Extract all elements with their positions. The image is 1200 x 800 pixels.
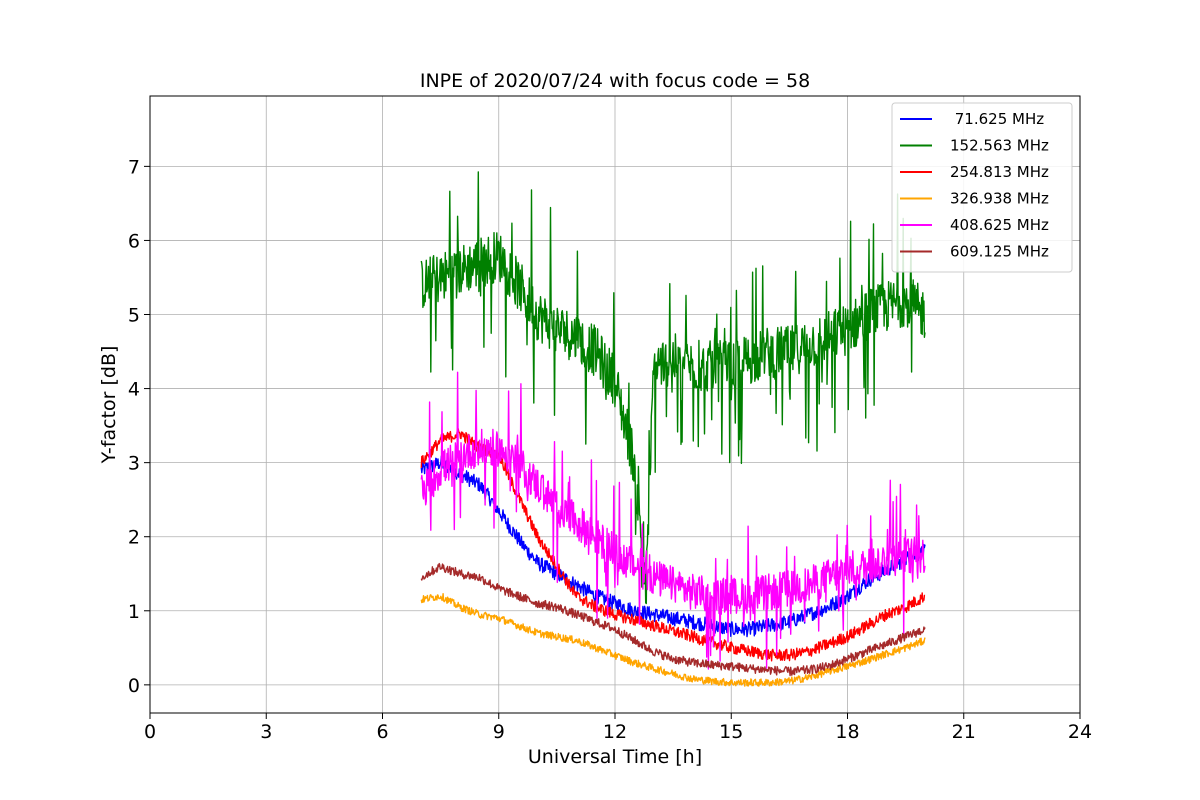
x-tick-label: 0 [144,721,156,743]
x-tick-label: 21 [952,721,976,743]
legend: 71.625 MHz 152.563 MHz 254.813 MHz 326.938 … [891,102,1073,273]
x-tick-label: 24 [1068,721,1092,743]
y-tick-label: 5 [128,305,140,327]
plot-lines [420,171,926,687]
x-axis-label: Universal Time [h] [528,746,702,768]
y-tick-label: 2 [128,527,140,549]
series-line-5 [420,562,926,677]
x-tick-label: 15 [719,721,743,743]
y-tick-label: 1 [128,601,140,623]
legend-label-1: 152.563 MHz [950,137,1049,155]
chart-title: INPE of 2020/07/24 with focus code = 58 [420,70,810,92]
legend-box [891,102,1073,273]
legend-label-2: 254.813 MHz [950,163,1049,181]
series-line-4 [420,371,926,670]
series-line-0 [420,455,926,638]
legend-label-0: 71.625 MHz [950,110,1044,128]
legend-label-4: 408.625 MHz [950,216,1049,234]
x-tick-label: 6 [376,721,388,743]
y-axis-label: Y-factor [dB] [98,346,120,465]
series-line-1 [420,171,926,605]
y-tick-label: 0 [128,675,140,697]
y-tick-label: 6 [128,230,140,252]
legend-label-3: 326.938 MHz [950,190,1049,208]
x-tick-label: 18 [835,721,859,743]
x-tick-label: 12 [603,721,627,743]
x-tick-label: 9 [493,721,505,743]
y-tick-label: 4 [128,379,140,401]
x-tick-label: 3 [260,721,272,743]
legend-label-5: 609.125 MHz [950,243,1049,261]
y-tick-label: 7 [128,156,140,178]
y-tick-label: 3 [128,453,140,475]
series-line-3 [420,593,926,687]
series-line-2 [420,428,926,662]
